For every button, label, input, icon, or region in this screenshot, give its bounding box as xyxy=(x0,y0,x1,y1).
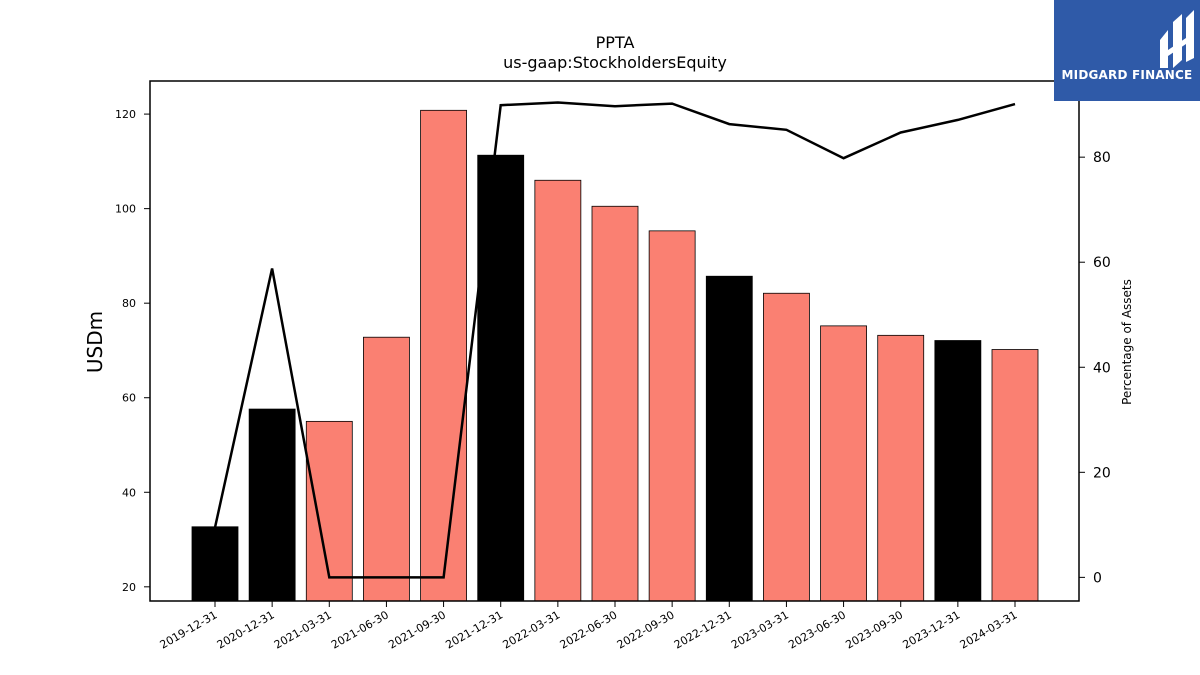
bar-2019-12-31 xyxy=(191,526,239,602)
x-tick-label: 2023-06-30 xyxy=(786,608,848,651)
plot-frame xyxy=(149,80,1080,602)
y2-ticks-group: 0 20 40 60 80 xyxy=(1079,150,1111,586)
chart-subtitle: us-gaap:StockholdersEquity xyxy=(503,53,727,72)
bar-2023-09-30 xyxy=(877,334,925,602)
bar-2021-06-30 xyxy=(363,336,410,602)
y-tick-label: 80 xyxy=(122,297,136,310)
x-tick-label: 2023-12-31 xyxy=(900,608,962,651)
y-ticks-group: 20 40 60 80 100 120 xyxy=(115,108,150,594)
y-tick-label: 100 xyxy=(115,203,136,216)
x-tick-label: 2022-03-31 xyxy=(500,608,562,651)
bar-2022-03-31 xyxy=(534,179,582,602)
line-group xyxy=(213,101,1016,579)
y-tick-label: 40 xyxy=(122,486,136,499)
x-tick-label: 2021-03-31 xyxy=(272,608,334,651)
x-ticks-group: 2019-12-312020-12-312021-03-312021-06-30… xyxy=(158,601,1020,652)
logo-text: MIDGARD FINANCE xyxy=(1061,68,1193,82)
bar-2022-09-30 xyxy=(648,230,696,602)
y-tick-label: 120 xyxy=(115,108,136,121)
x-tick-label: 2022-12-31 xyxy=(672,608,734,651)
bar-2022-12-31 xyxy=(705,275,753,602)
midgard-finance-logo: MIDGARD FINANCE xyxy=(1054,0,1200,101)
bar-2021-03-31 xyxy=(305,420,353,602)
bar-2024-03-31 xyxy=(991,349,1039,602)
bars-group xyxy=(191,109,1039,602)
bar-2023-03-31 xyxy=(763,292,810,602)
bar-2022-06-30 xyxy=(591,205,639,602)
logo-mark-icon xyxy=(1160,10,1194,68)
x-tick-label: 2019-12-31 xyxy=(158,608,220,651)
x-tick-label: 2021-12-31 xyxy=(443,608,505,651)
y2-tick-label: 80 xyxy=(1093,150,1111,166)
y2-tick-label: 0 xyxy=(1093,570,1102,586)
bar-2020-12-31 xyxy=(248,408,296,602)
y-tick-label: 60 xyxy=(122,392,136,405)
x-tick-label: 2023-03-31 xyxy=(729,608,791,651)
x-tick-label: 2021-09-30 xyxy=(386,608,448,651)
y2-tick-label: 40 xyxy=(1093,360,1111,376)
y-tick-label: 20 xyxy=(122,581,136,594)
bar-2021-12-31 xyxy=(477,154,525,602)
y2-tick-label: 20 xyxy=(1093,465,1111,481)
x-tick-label: 2024-03-31 xyxy=(958,608,1020,651)
bar-2023-06-30 xyxy=(820,325,867,602)
y2-axis-label: Percentage of Assets xyxy=(1120,279,1134,405)
x-tick-label: 2023-09-30 xyxy=(843,608,905,651)
y-axis-label: USDm xyxy=(83,311,107,373)
x-tick-label: 2020-12-31 xyxy=(215,608,277,651)
bar-2021-09-30 xyxy=(420,109,467,602)
x-tick-label: 2021-06-30 xyxy=(329,608,391,651)
y2-tick-label: 60 xyxy=(1093,255,1111,271)
chart-title: PPTA xyxy=(596,33,635,52)
x-tick-label: 2022-09-30 xyxy=(615,608,677,651)
percentage-line xyxy=(213,101,1016,579)
x-tick-label: 2022-06-30 xyxy=(558,608,620,651)
bar-2023-12-31 xyxy=(934,340,982,602)
